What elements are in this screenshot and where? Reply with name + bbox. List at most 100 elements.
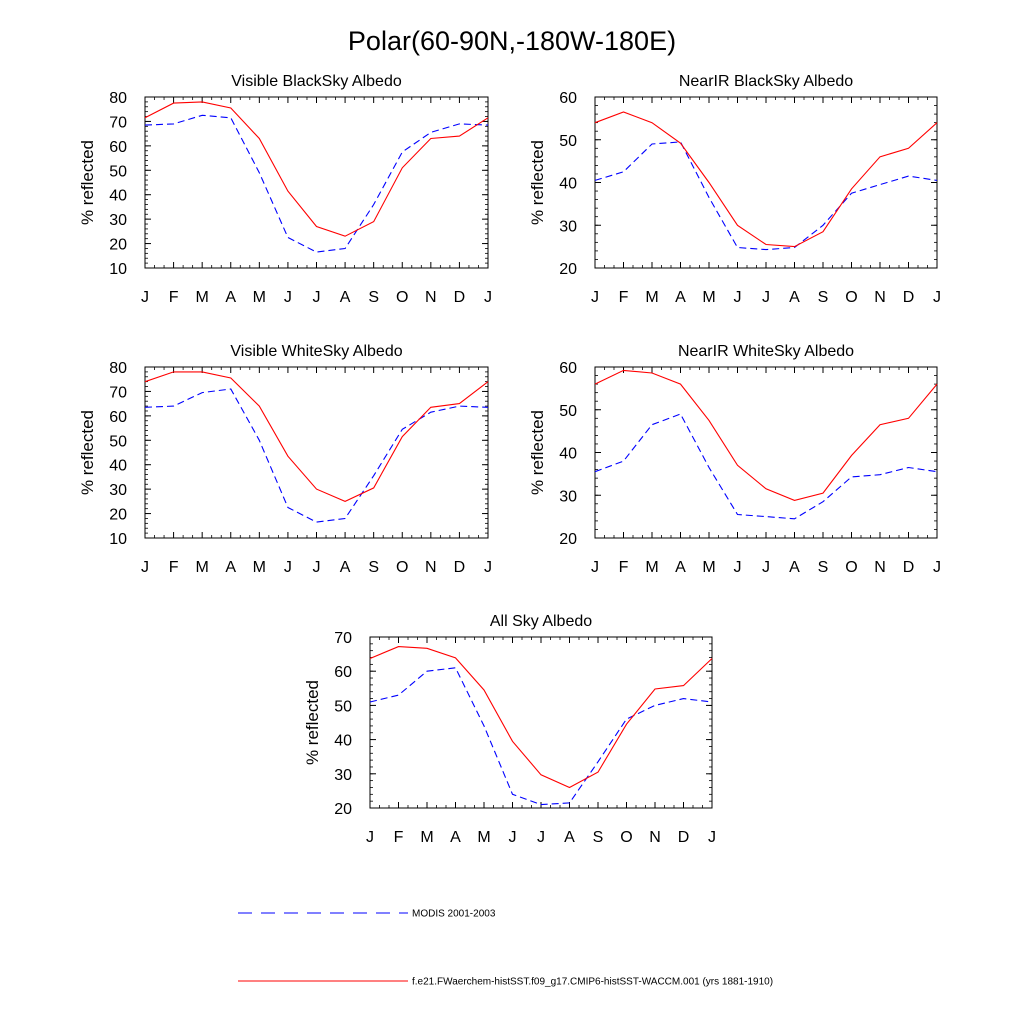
x-tick-label: A (789, 289, 800, 306)
x-tick-label: F (169, 289, 179, 306)
y-tick-label: 40 (559, 446, 577, 463)
model-series-line (144, 371, 489, 503)
x-tick-label: J (708, 829, 716, 846)
legend-modis-label: MODIS 2001-2003 (412, 909, 496, 920)
x-tick-label: N (425, 289, 437, 306)
x-tick-label: N (874, 559, 886, 576)
y-tick-label: 80 (109, 90, 127, 107)
x-tick-label: F (619, 289, 629, 306)
x-tick-label: A (340, 289, 351, 306)
x-tick-label: J (537, 829, 545, 846)
model-series-line (594, 111, 938, 248)
x-tick-label: M (702, 289, 715, 306)
x-tick-label: M (477, 829, 490, 846)
x-tick-label: N (874, 289, 886, 306)
y-tick-label: 10 (109, 261, 127, 278)
plot-frame (594, 366, 938, 539)
x-tick-label: A (340, 559, 351, 576)
y-tick-label: 60 (559, 360, 577, 377)
y-tick-label: 60 (109, 139, 127, 156)
y-tick-label: 50 (559, 133, 577, 150)
x-tick-label: J (591, 559, 599, 576)
y-tick-label: 20 (334, 801, 352, 818)
x-tick-label: M (253, 559, 266, 576)
x-tick-label: S (818, 289, 829, 306)
x-tick-label: A (789, 559, 800, 576)
panel-title: Visible BlackSky Albedo (231, 73, 402, 90)
x-tick-label: A (225, 559, 236, 576)
plot-frame (144, 96, 489, 269)
x-tick-label: J (933, 559, 941, 576)
x-tick-label: J (141, 289, 149, 306)
y-tick-label: 70 (334, 630, 352, 647)
x-tick-label: J (484, 289, 492, 306)
y-tick-label: 60 (559, 90, 577, 107)
y-axis-label: % reflected (78, 140, 97, 225)
y-tick-label: 50 (109, 163, 127, 180)
x-tick-label: J (313, 559, 321, 576)
y-tick-label: 30 (559, 488, 577, 505)
legend-model-label: f.e21.FWaerchem-histSST.f09_g17.CMIP6-hi… (412, 977, 773, 988)
x-tick-label: J (762, 289, 770, 306)
y-axis-label: % reflected (303, 680, 322, 765)
x-tick-label: J (762, 559, 770, 576)
y-tick-label: 70 (109, 114, 127, 131)
modis-series-line (594, 141, 938, 251)
x-tick-label: A (675, 559, 686, 576)
y-tick-label: 70 (109, 384, 127, 401)
modis-series-line (144, 114, 489, 253)
y-tick-label: 30 (109, 212, 127, 229)
x-tick-label: O (620, 829, 632, 846)
x-tick-label: M (645, 559, 658, 576)
y-tick-label: 80 (109, 360, 127, 377)
x-tick-label: F (394, 829, 404, 846)
x-tick-label: F (169, 559, 179, 576)
x-tick-label: J (284, 559, 292, 576)
x-tick-label: D (454, 559, 466, 576)
x-tick-label: M (196, 559, 209, 576)
modis-series-line (144, 388, 489, 523)
legend: MODIS 2001-2003 f.e21.FWaerchem-histSST.… (238, 909, 773, 988)
y-tick-label: 30 (334, 767, 352, 784)
panel-title: NearIR BlackSky Albedo (679, 73, 853, 90)
model-series-line (369, 646, 713, 789)
x-tick-label: J (313, 289, 321, 306)
x-tick-label: A (225, 289, 236, 306)
y-tick-label: 20 (559, 531, 577, 548)
x-tick-label: D (454, 289, 466, 306)
x-tick-label: J (734, 559, 742, 576)
y-tick-label: 50 (109, 433, 127, 450)
model-series-line (594, 369, 938, 501)
x-tick-label: D (903, 559, 915, 576)
x-tick-label: A (564, 829, 575, 846)
y-axis-label: % reflected (528, 410, 547, 495)
x-tick-label: A (450, 829, 461, 846)
modis-series-line (369, 667, 713, 806)
y-tick-label: 60 (334, 664, 352, 681)
x-tick-label: S (818, 559, 829, 576)
y-tick-label: 50 (334, 698, 352, 715)
x-tick-label: D (903, 289, 915, 306)
y-tick-label: 40 (109, 188, 127, 205)
y-axis-label: % reflected (528, 140, 547, 225)
y-tick-label: 40 (334, 733, 352, 750)
x-tick-label: F (619, 559, 629, 576)
x-tick-label: A (675, 289, 686, 306)
x-tick-label: N (649, 829, 661, 846)
y-tick-label: 40 (109, 458, 127, 475)
y-tick-label: 20 (109, 237, 127, 254)
x-tick-label: O (396, 559, 408, 576)
y-tick-label: 50 (559, 403, 577, 420)
y-axis-label: % reflected (78, 410, 97, 495)
x-tick-label: M (196, 289, 209, 306)
panel-title: NearIR WhiteSky Albedo (678, 343, 854, 360)
x-tick-label: J (141, 559, 149, 576)
panel-title: Visible WhiteSky Albedo (230, 343, 402, 360)
plot-frame (144, 366, 489, 539)
